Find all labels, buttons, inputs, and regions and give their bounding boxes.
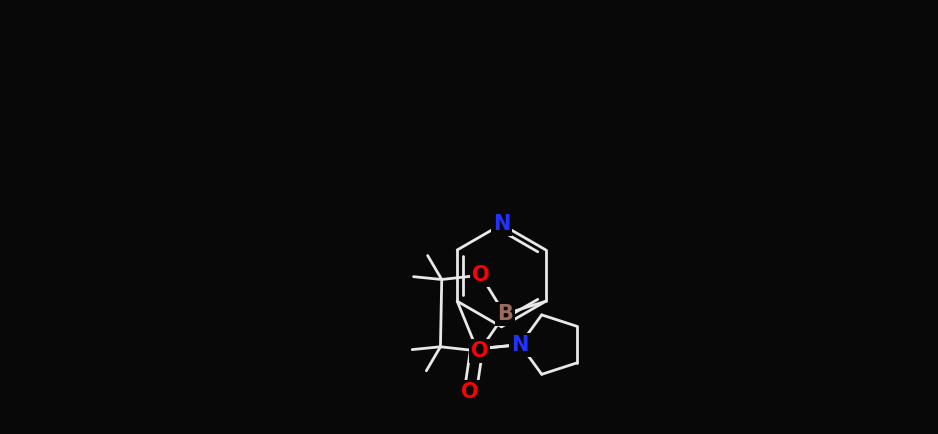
Text: O: O	[461, 382, 479, 402]
Text: N: N	[492, 214, 510, 234]
Text: B: B	[497, 304, 512, 324]
Text: N: N	[511, 335, 529, 355]
Text: O: O	[471, 341, 489, 361]
Text: O: O	[472, 265, 490, 285]
